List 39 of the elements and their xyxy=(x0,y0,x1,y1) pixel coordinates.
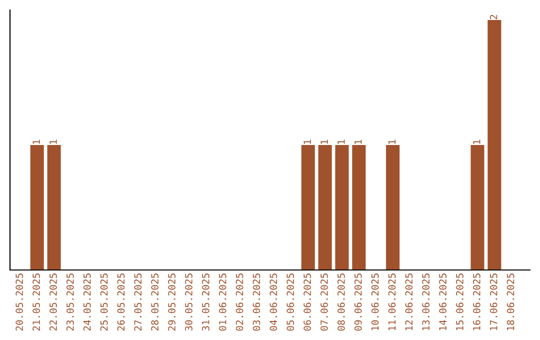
x-tick-label: 07.06.2025 xyxy=(320,274,328,331)
x-tick-label: 20.05.2025 xyxy=(16,274,24,331)
data-label: 1 xyxy=(473,140,480,144)
x-tick-label: 08.06.2025 xyxy=(337,274,345,331)
x-tick-label: 26.05.2025 xyxy=(117,274,125,331)
data-label: 1 xyxy=(32,140,40,144)
x-tick-label: 04.06.2025 xyxy=(270,274,278,331)
x-tick-label: 01.06.2025 xyxy=(218,274,226,331)
x-tick-label: 14.06.2025 xyxy=(439,274,446,330)
data-label: 1 xyxy=(50,140,57,144)
x-tick-label: 02.06.2025 xyxy=(236,274,244,331)
data-label: 2 xyxy=(490,14,498,20)
x-tick-label: 28.05.2025 xyxy=(151,274,159,331)
x-tick-label: 15.06.2025 xyxy=(456,274,464,330)
x-tick-label: 17.06.2025 xyxy=(490,274,498,330)
x-tick-label: 11.06.2025 xyxy=(388,274,396,330)
x-tick-label: 05.06.2025 xyxy=(286,274,294,331)
x-tick-label: 27.05.2025 xyxy=(134,274,142,331)
x-tick-label: 03.06.2025 xyxy=(252,274,260,331)
x-tick-label: 30.05.2025 xyxy=(185,274,192,331)
x-tick-label: 21.05.2025 xyxy=(32,274,40,331)
data-label: 1 xyxy=(320,140,328,144)
data-label: 1 xyxy=(354,140,362,144)
data-label: 1 xyxy=(304,140,311,144)
x-tick-label: 06.06.2025 xyxy=(304,274,311,331)
x-tick-label: 16.06.2025 xyxy=(472,274,480,330)
x-tick-label: 18.06.2025 xyxy=(506,274,514,330)
x-tick-label: 12.06.2025 xyxy=(405,274,413,330)
x-tick-label: 31.05.2025 xyxy=(202,274,210,331)
x-tick-label: 09.06.2025 xyxy=(354,274,362,331)
x-tick-label: 23.05.2025 xyxy=(66,274,74,331)
x-tick-label: 29.05.2025 xyxy=(168,274,176,331)
data-label: 1 xyxy=(388,140,396,144)
x-tick-label: 24.05.2025 xyxy=(83,274,91,331)
data-label: 1 xyxy=(338,140,345,144)
x-tick-label: 25.05.2025 xyxy=(100,274,108,331)
x-tick-label: 13.06.2025 xyxy=(422,274,430,330)
x-tick-label: 22.05.2025 xyxy=(50,274,57,331)
x-tick-label: 10.06.2025 xyxy=(371,274,379,330)
